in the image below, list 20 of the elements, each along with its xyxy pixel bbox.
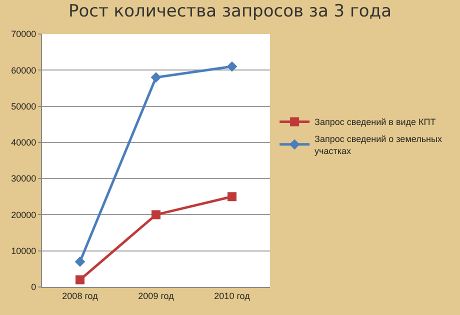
y-tick-label: 60000 (11, 65, 36, 76)
point (228, 192, 236, 202)
x-tick-label: 2010 год (214, 290, 251, 301)
point (76, 275, 84, 284)
y-tick-label: 30000 (11, 174, 36, 184)
point (150, 72, 162, 83)
point (152, 210, 160, 220)
legend-label: Запрос сведений в виде КПТ (314, 117, 436, 128)
x-tick-label: 2008 год (62, 290, 99, 301)
y-tick-label: 10000 (11, 246, 36, 256)
legend-label: Запрос сведений о земельных участках (314, 134, 442, 156)
point (226, 61, 238, 72)
chart-title: Рост количества запросов за 3 года (68, 2, 392, 22)
y-tick-label: 20000 (11, 210, 36, 220)
x-tick-label: 2009 год (138, 290, 175, 301)
point (74, 256, 86, 267)
y-tick-label: 50000 (11, 101, 36, 112)
y-tick-label: 40000 (11, 138, 36, 148)
y-tick-label: 70000 (11, 29, 36, 40)
y-tick-label: 0 (31, 282, 36, 292)
